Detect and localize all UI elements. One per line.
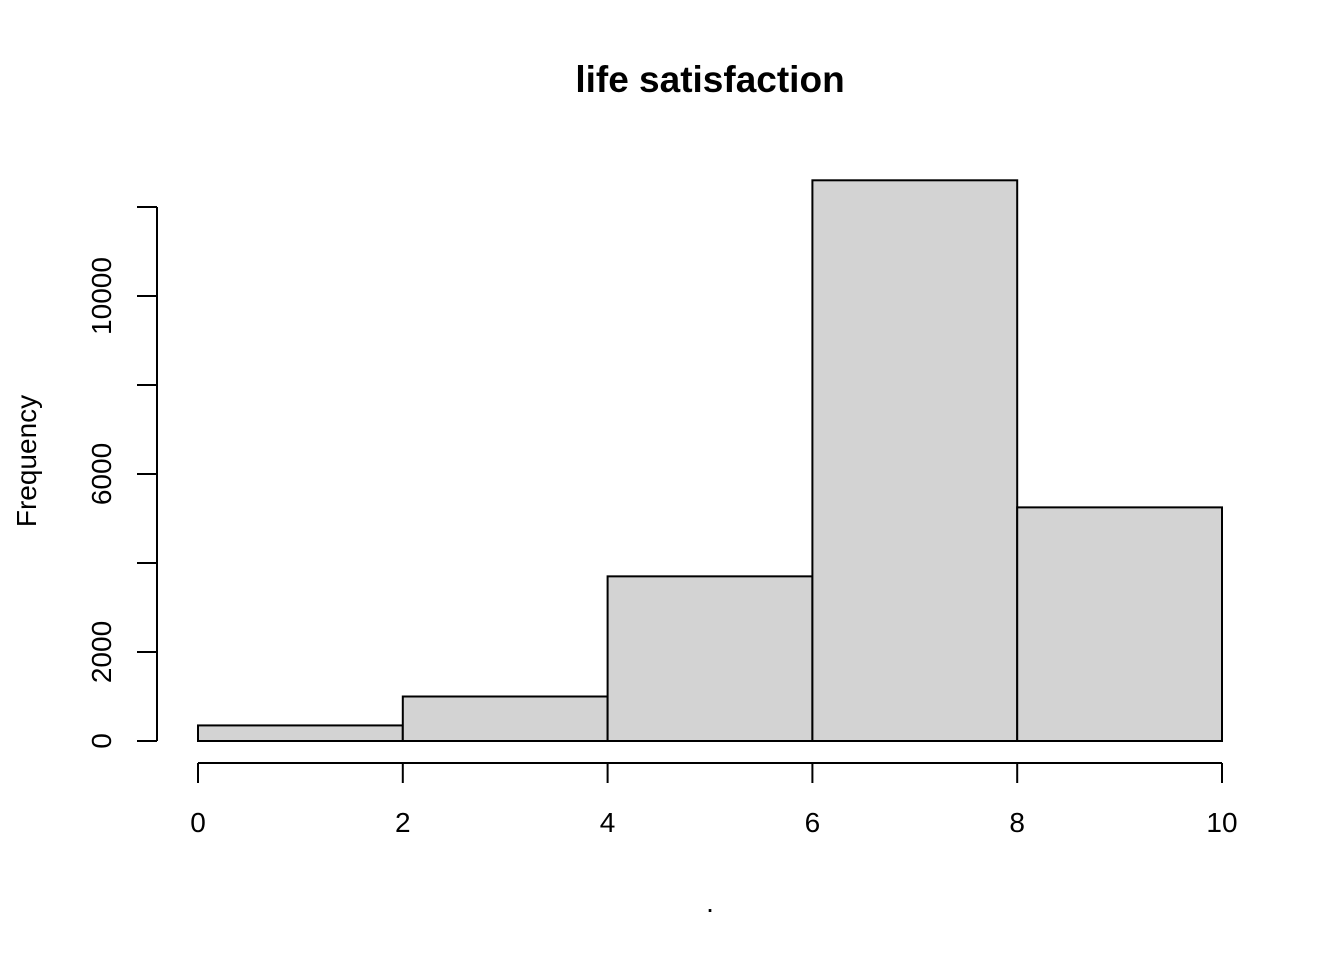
x-tick-label: 2 [395,807,411,838]
y-tick-label: 0 [86,733,117,749]
x-axis-label: . [706,887,714,918]
x-tick-label: 6 [805,807,821,838]
bar-0 [197,724,404,742]
y-axis: 0 2000 6000 10000 [86,206,158,749]
x-axis: 0 2 4 6 8 10 [190,762,1238,838]
bar-1 [401,695,609,742]
chart-title: life satisfaction [575,59,844,100]
y-tick-label: 6000 [86,443,117,505]
x-tick-label: 8 [1009,807,1025,838]
y-tick-label: 10000 [86,257,117,335]
x-tick-label: 4 [600,807,616,838]
y-axis-label: Frequency [11,395,42,527]
bar-2 [606,575,814,742]
bar-3 [811,179,1019,743]
bars-group [197,179,1224,743]
bar-4 [1016,506,1224,742]
x-tick-label: 10 [1206,807,1237,838]
x-tick-label: 0 [190,807,206,838]
y-tick-label: 2000 [86,621,117,683]
